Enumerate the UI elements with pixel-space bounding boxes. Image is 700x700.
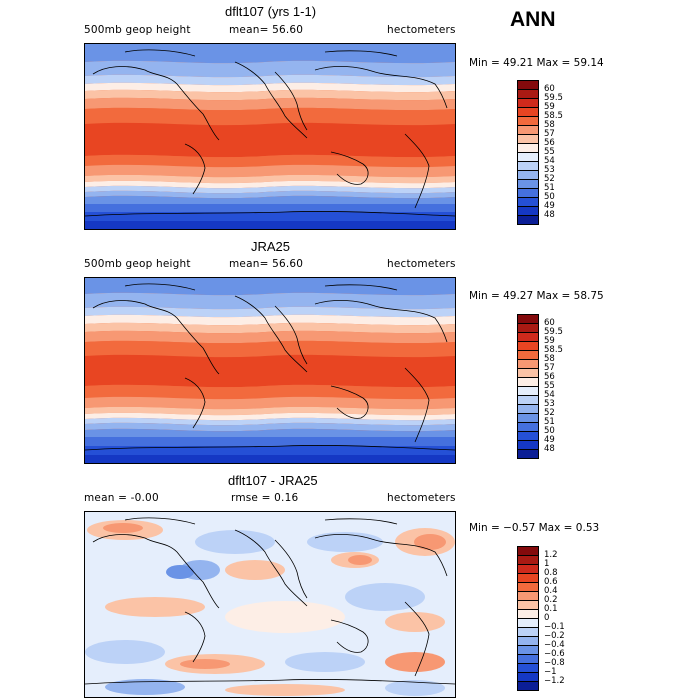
colorbar-label: 50 <box>544 426 555 436</box>
colorbar-label: 1.2 <box>544 550 558 560</box>
panel-left-text: 500mb geop height <box>84 258 191 270</box>
panel-right-text: hectometers <box>387 24 456 36</box>
colorbar-swatch <box>517 449 539 459</box>
colorbar-label: 48 <box>544 210 555 220</box>
colorbar-label: −0.1 <box>544 622 565 632</box>
colorbar-label: −0.2 <box>544 631 565 641</box>
colorbar-label: 0.6 <box>544 577 558 587</box>
colorbar-swatch <box>517 681 539 691</box>
colorbar-label: 0 <box>544 613 550 623</box>
colorbar-label: 52 <box>544 174 555 184</box>
colorbar-label: 51 <box>544 417 555 427</box>
panel-title: dflt107 (yrs 1-1) <box>225 4 317 19</box>
panel-left-text: mean = -0.00 <box>84 492 159 504</box>
colorbar-label: 59.5 <box>544 327 563 337</box>
colorbar-label: −1.2 <box>544 676 565 686</box>
colorbar-label: 59.5 <box>544 93 563 103</box>
panel-center-text: mean= 56.60 <box>229 24 304 36</box>
colorbar-label: 58.5 <box>544 111 563 121</box>
panel-center-text: rmse = 0.16 <box>231 492 299 504</box>
colorbar-label: 57 <box>544 129 555 139</box>
colorbar-label: 58 <box>544 354 555 364</box>
map-diff <box>84 511 456 698</box>
colorbar-label: 60 <box>544 318 555 328</box>
colorbar-label: 52 <box>544 408 555 418</box>
panel-right-text: hectometers <box>387 492 456 504</box>
colorbar-label: 1 <box>544 559 550 569</box>
season-label: ANN <box>510 8 556 31</box>
panel-left-text: 500mb geop height <box>84 24 191 36</box>
panel-title: dflt107 - JRA25 <box>228 473 318 488</box>
colorbar-label: 59 <box>544 336 555 346</box>
panel-minmax: Min = 49.21 Max = 59.14 <box>469 57 604 69</box>
colorbar-label: 54 <box>544 156 555 166</box>
colorbar-label: 54 <box>544 390 555 400</box>
colorbar-label: 58.5 <box>544 345 563 355</box>
panel-right-text: hectometers <box>387 258 456 270</box>
colorbar: 1.2 1 0.8 0.6 0.4 0.2 0.1 0 −0.1 −0.2 −0.4 −0.6 −0.8… <box>517 546 577 692</box>
colorbar-label: 0.2 <box>544 595 558 605</box>
colorbar-label: 48 <box>544 444 555 454</box>
panel-title: JRA25 <box>251 239 291 254</box>
colorbar-label: 55 <box>544 381 555 391</box>
panel-minmax: Min = −0.57 Max = 0.53 <box>469 522 600 534</box>
colorbar-label: 56 <box>544 138 555 148</box>
colorbar-label: −1 <box>544 667 557 677</box>
colorbar-label: 59 <box>544 102 555 112</box>
panel-center-text: mean= 56.60 <box>229 258 304 270</box>
colorbar-label: 60 <box>544 84 555 94</box>
colorbar-label: −0.4 <box>544 640 565 650</box>
colorbar-label: −0.6 <box>544 649 565 659</box>
colorbar-label: 58 <box>544 120 555 130</box>
colorbar-label: 49 <box>544 435 555 445</box>
colorbar-label: 56 <box>544 372 555 382</box>
panel-minmax: Min = 49.27 Max = 58.75 <box>469 290 604 302</box>
colorbar-label: 57 <box>544 363 555 373</box>
colorbar-label: 53 <box>544 165 555 175</box>
colorbar: 60 59.5 59 58.5 58 57 56 55 54 53 52 51 50 49 48 <box>517 314 577 460</box>
colorbar-label: 53 <box>544 399 555 409</box>
colorbar-label: 0.8 <box>544 568 558 578</box>
colorbar-label: −0.8 <box>544 658 565 668</box>
map-model <box>84 43 456 230</box>
colorbar-label: 50 <box>544 192 555 202</box>
colorbar-label: 55 <box>544 147 555 157</box>
colorbar-label: 0.4 <box>544 586 558 596</box>
colorbar: 60 59.5 59 58.5 58 57 56 55 54 53 52 51 50 49 48 <box>517 80 577 226</box>
colorbar-label: 49 <box>544 201 555 211</box>
colorbar-label: 0.1 <box>544 604 558 614</box>
colorbar-label: 51 <box>544 183 555 193</box>
map-obs <box>84 277 456 464</box>
colorbar-swatch <box>517 215 539 225</box>
